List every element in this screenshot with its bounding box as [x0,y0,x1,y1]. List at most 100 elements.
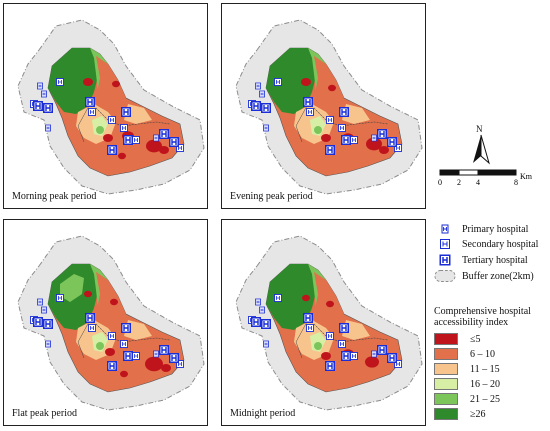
scale-bar: 0 2 4 8 Km [438,169,533,187]
legend-label: Tertiary hospital [462,254,528,266]
primary-hospital-icon [371,134,377,142]
panel-label: Midnight period [230,408,296,419]
primary-hospital-icon [37,82,43,90]
legend-class-label: 6 – 10 [470,348,495,360]
secondary-hospital-icon [394,144,402,152]
accessibility-zone-6-10 [298,142,330,174]
scale-tick-8: 8 [514,178,518,187]
accessibility-zone-low [321,134,331,142]
tertiary-hospital-icon [107,361,117,371]
district-boundary [95,323,171,343]
tertiary-hospital-icon [377,345,387,355]
legend-class-label: 21 – 25 [470,393,500,405]
accessibility-zone-low [379,146,389,154]
secondary-hospital-icon [350,136,358,144]
map-content [235,19,423,195]
accessibility-zone-low [159,146,169,154]
buffer-zone-swatch [434,270,456,282]
map-content [17,19,205,195]
map-panel-midnight: Midnight period [221,219,426,426]
primary-hospital-icon [45,340,51,348]
map-morning [17,19,205,195]
legend-buffer-zone: Buffer zone(2km) [434,269,534,283]
legend-swatch [434,378,458,390]
secondary-hospital-icon [176,360,184,368]
tertiary-hospital-icon [377,129,387,139]
secondary-hospital-icon [338,340,346,348]
tertiary-hospital-icon [169,137,179,147]
district-boundary [313,323,389,343]
district-boundary [77,103,91,143]
accessibility-zone-low [161,364,171,372]
district-boundary [295,103,309,143]
tertiary-hospital-icon [107,145,117,155]
accessibility-zone-low [365,356,379,368]
district-boundary [77,319,91,359]
secondary-hospital-icon [326,332,334,340]
north-label: N [476,124,483,134]
secondary-hospital-icon [274,78,282,86]
secondary-hospital-icon [394,360,402,368]
accessibility-zone-low [328,84,336,92]
secondary-hospital-icon [350,352,358,360]
accessibility-zone-low [105,348,115,356]
primary-hospital-icon [45,124,51,132]
map-panel-flat: Flat peak period [3,219,208,426]
accessibility-zone-6-10 [80,142,112,174]
secondary-hospital-icon [56,78,64,86]
secondary-hospital-icon [120,340,128,348]
secondary-hospital-icon [326,116,334,124]
tertiary-hospital-icon [261,103,271,113]
accessibility-zone-low [110,298,118,306]
legend-class-4: 21 – 25 [434,392,500,406]
accessibility-zone-6-10 [96,56,126,112]
tertiary-hospital-icon [85,313,95,323]
tertiary-hospital-icon [325,361,335,371]
secondary-hospital-icon [120,124,128,132]
secondary-hospital-icon [306,324,314,332]
accessibility-zone-low [302,294,310,302]
district-boundary [95,107,171,127]
legend-class-2: 11 – 15 [434,362,500,376]
legend-index-title: Comprehensive hospital accessibility ind… [434,306,531,328]
primary-hospital-icon [41,90,47,98]
accessibility-zone-6-10 [298,358,330,390]
panel-label: Flat peak period [12,408,77,419]
accessibility-zone-low [83,78,93,86]
accessibility-zone-21-25 [314,342,322,350]
scale-tick-0: 0 [438,178,442,187]
tertiary-hospital-icon [387,137,397,147]
tertiary-hospital-icon [169,353,179,363]
legend-class-5: ≥26 [434,407,486,421]
panel-label: Morning peak period [12,191,97,202]
legend-label: Secondary hospital [462,238,539,250]
legend-primary-hospital: Primary hospital [434,222,528,236]
primary-hospital-icon [259,306,265,314]
tertiary-hospital-icon [43,103,53,113]
accessibility-zone-low [84,290,92,298]
tertiary-hospital-icon [341,351,351,361]
tertiary-hospital-icon [387,353,397,363]
primary-hospital-icon [259,90,265,98]
legend-class-label: ≥26 [470,408,486,420]
map-panel-morning: Morning peak period [3,3,208,209]
tertiary-hospital-icon [159,345,169,355]
scale-tick-2: 2 [457,178,461,187]
map-evening [235,19,423,195]
scale-unit: Km [520,172,533,181]
secondary-hospital-icon [88,324,96,332]
primary-hospital-icon [41,306,47,314]
tertiary-hospital-icon [85,97,95,107]
tertiary-hospital-icon [251,101,261,111]
secondary-hospital-icon [132,352,140,360]
legend-swatch [434,333,458,345]
tertiary-hospital-icon [439,254,451,266]
tertiary-hospital-icon [33,101,43,111]
legend-class-label: 16 – 20 [470,378,500,390]
accessibility-zone-low [326,300,334,308]
map-midnight [235,235,423,411]
legend-label: Buffer zone(2km) [462,270,534,282]
primary-hospital-icon [153,134,159,142]
secondary-hospital-icon [108,332,116,340]
tertiary-hospital-icon [325,145,335,155]
